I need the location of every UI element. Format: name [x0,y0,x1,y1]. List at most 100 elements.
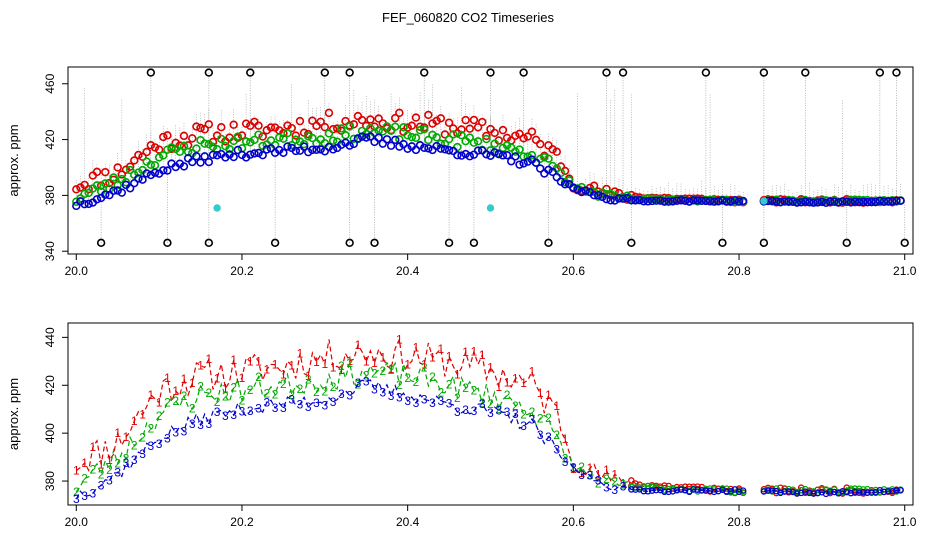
series-1-marker [781,485,788,492]
series-1-marker: 1 [131,414,138,428]
series-high-point [892,68,901,77]
series-3-marker [802,488,809,495]
series-1-point [72,185,81,194]
series-3-marker [814,489,821,497]
series-1-marker: 1 [603,463,610,477]
series-2-marker: 2 [620,477,627,491]
series-3-marker: 3 [454,405,461,419]
series-high-point [246,68,255,77]
series-3-point [680,196,690,205]
series-1-marker: 1 [239,371,246,385]
series-1-marker: 1 [313,355,320,369]
series-3-marker [831,488,838,496]
series-3-point [801,197,810,206]
series-3-marker: 3 [90,486,97,500]
series-low-point [759,238,769,248]
bottom-panel: 20.0 20.2 20.4 20.6 20.8 21.0 380 400 420 440 appr… [6,322,917,529]
series-3-point [494,149,503,159]
x-tick-label: 20.6 [562,264,586,278]
series-3-point [308,145,317,155]
series-1-marker: 1 [413,341,420,355]
series-3-marker [669,488,677,495]
series-high-point [320,68,330,77]
series-3-point [113,186,122,195]
series-3-point [544,165,553,174]
series-3-point [337,140,346,149]
series-2-point [287,140,296,150]
series-3-point [299,142,309,151]
series-2-point [328,136,338,145]
series-3-point [519,159,528,168]
series-1-marker: 1 [205,352,212,366]
series-1-point [465,124,474,133]
series-high-point [486,68,495,77]
series-2-point [225,144,234,154]
series-1-marker: 1 [346,354,353,368]
series-2-point [407,132,416,142]
series-3-point [813,198,822,207]
series-2-point [295,137,305,146]
series-1-point [424,110,433,120]
y-tick-label: 340 [43,241,57,261]
series-3-point [192,152,201,161]
series-3-point [846,198,856,207]
series-3-marker [843,488,850,496]
series-1-marker: 1 [421,358,428,372]
series-3-point [593,190,603,200]
series-3-point [573,185,582,194]
series-3-marker: 3 [537,428,544,442]
series-3-point [473,146,483,155]
series-3-marker: 3 [123,456,130,470]
series-3-point [411,145,421,155]
series-3-marker: 3 [321,398,328,412]
series-3-marker [652,486,660,494]
series-2-point [403,131,412,140]
series-2-marker: 2 [131,439,138,453]
series-2-marker: 2 [520,407,527,421]
series-2-point [469,138,479,147]
series-2-marker: 2 [338,359,345,373]
series-3-point [328,145,338,154]
series-3-marker: 3 [197,418,204,432]
series-1-point [685,194,694,203]
series-3-marker: 3 [181,424,188,438]
series-3-point [548,167,557,177]
series-1-marker: 1 [611,467,618,481]
x-tick-label: 20.2 [230,264,254,278]
series-2-point [436,139,445,148]
series-2-point [192,144,201,153]
series-3-point [722,197,731,206]
series-3-point [825,197,835,206]
series-1-point [92,167,102,177]
series-1-point [154,145,164,154]
series-3-marker: 3 [553,443,560,457]
series-3-point [701,196,711,206]
series-2-point [366,124,375,133]
series-3-point [80,199,89,209]
plot-frame [67,66,914,255]
series-2-point [291,135,301,144]
series-2-point [415,126,425,135]
series-high-point [204,68,214,77]
series-3-point [515,160,524,169]
series-1-point [117,170,127,179]
series-3-point [805,198,814,207]
y-tick-label: 440 [43,327,57,347]
series-3-marker: 3 [73,492,80,506]
series-1-point [84,184,93,194]
series-2-point [229,136,238,146]
series-3-point [730,196,740,205]
series-3-point [366,132,375,141]
series-3-marker: 3 [263,395,270,409]
series-3-marker: 3 [338,387,345,401]
series-3-marker [760,488,768,495]
series-2-marker: 2 [263,387,270,401]
series-3-point [208,150,218,160]
series-1-marker: 1 [429,351,436,365]
series-1-point [146,141,156,150]
series-1-marker: 1 [156,396,163,410]
series-1-point [436,114,445,123]
series-3-point [606,196,615,205]
series-3-marker: 3 [462,403,469,417]
series-2-point [84,188,93,198]
